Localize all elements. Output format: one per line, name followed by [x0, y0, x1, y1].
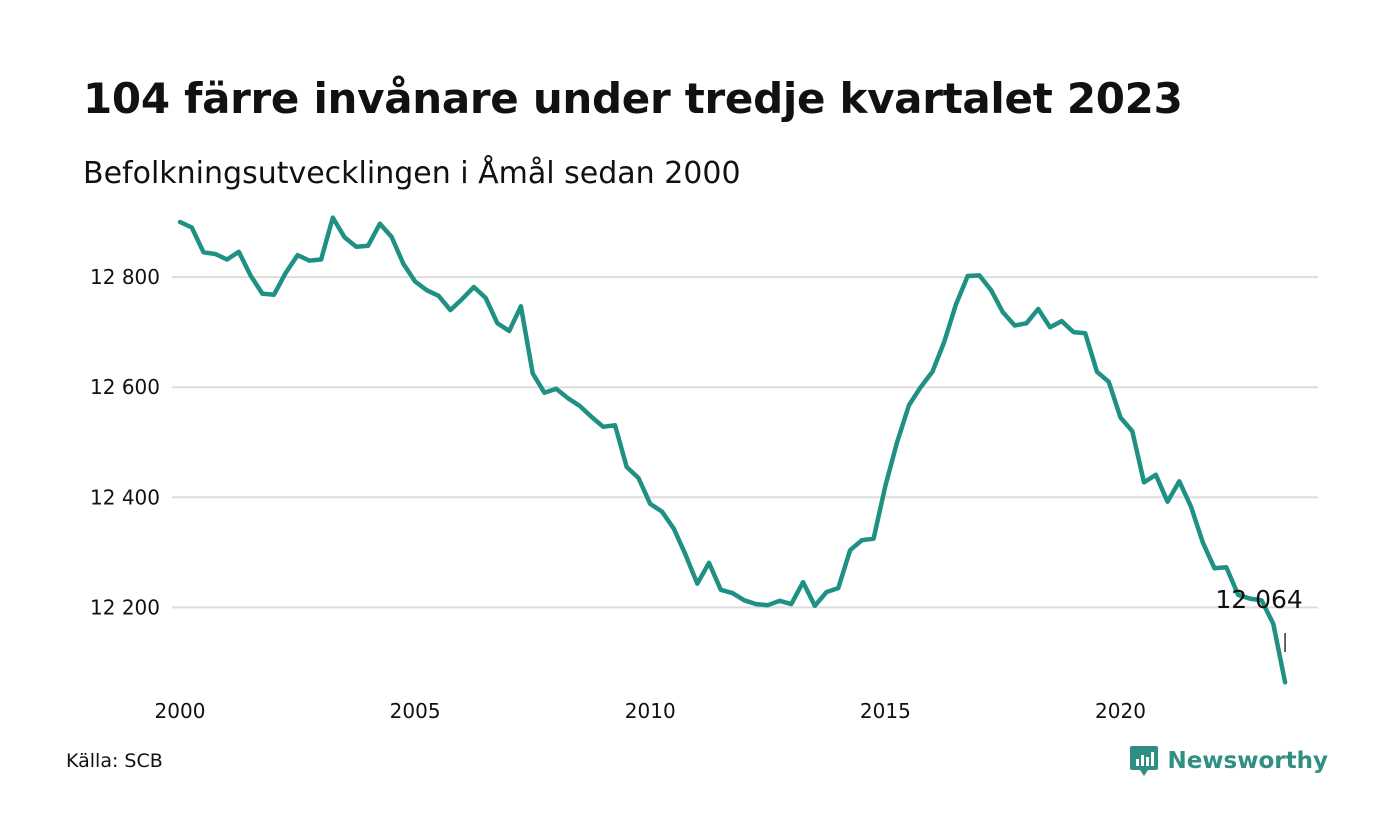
y-tick-label: 12 600 [90, 375, 160, 399]
population-series-line [177, 215, 1288, 685]
x-tick-label: 2020 [1095, 699, 1146, 723]
x-tick-label: 2010 [625, 699, 676, 723]
x-tick-label: 2005 [390, 699, 441, 723]
source-note: Källa: SCB [66, 750, 163, 772]
y-tick-label: 12 200 [90, 595, 160, 619]
last-value-label: 12 064 [1215, 585, 1302, 614]
x-axis-tick-labels: 2000 2005 2010 2015 2020 [155, 699, 1146, 723]
chart-title: 104 färre invånare under tredje kvartale… [83, 74, 1183, 123]
annotation-layer: 12 064 [1215, 585, 1303, 652]
brand-logo[interactable]: Newsworthy [1129, 744, 1328, 778]
y-tick-label: 12 800 [90, 265, 160, 289]
x-tick-label: 2015 [860, 699, 911, 723]
x-tick-label: 2000 [155, 699, 206, 723]
chart-bubble-icon [1130, 746, 1159, 776]
chart-subtitle: Befolkningsutvecklingen i Åmål sedan 200… [83, 156, 741, 191]
grid-lines [172, 276, 1318, 609]
series-layer [177, 215, 1288, 685]
y-tick-label: 12 400 [90, 485, 160, 509]
y-axis-tick-labels: 12 200 12 400 12 600 12 800 [90, 265, 160, 619]
brand-name: Newsworthy [1167, 748, 1328, 774]
